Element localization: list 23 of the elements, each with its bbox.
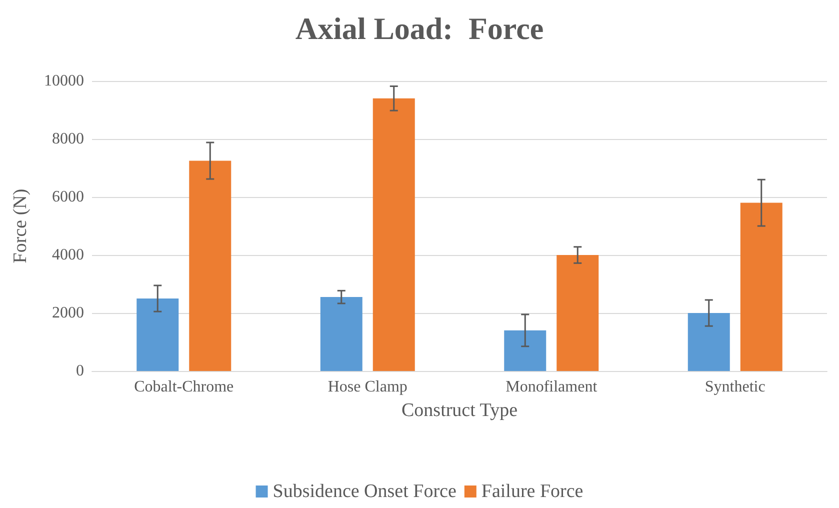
y-tick-label: 2000 [52, 304, 84, 322]
y-tick-label: 6000 [52, 188, 84, 206]
bar [136, 298, 179, 371]
x-tick-label: Synthetic [704, 378, 766, 396]
bar [504, 330, 546, 371]
x-tick-label: Hose Clamp [328, 378, 408, 396]
bar [189, 160, 232, 371]
x-axis-title: Construct Type [401, 400, 518, 421]
y-tick-label: 10000 [44, 72, 84, 90]
chart-title: Axial Load: Force [295, 11, 544, 46]
y-tick-label: 0 [76, 362, 84, 380]
x-tick-label: Cobalt-Chrome [134, 378, 234, 396]
y-tick-label: 4000 [52, 246, 84, 264]
bar [740, 202, 782, 371]
y-axis-title: Force (N) [10, 188, 31, 264]
bar [688, 313, 730, 371]
x-tick-label: Monofilament [506, 378, 598, 396]
y-tick-label: 8000 [52, 130, 84, 148]
bar [372, 98, 415, 371]
bar [320, 297, 362, 371]
bar [556, 255, 599, 371]
legend-label: Subsidence Onset Force [272, 481, 456, 502]
legend-label: Failure Force [481, 481, 584, 502]
